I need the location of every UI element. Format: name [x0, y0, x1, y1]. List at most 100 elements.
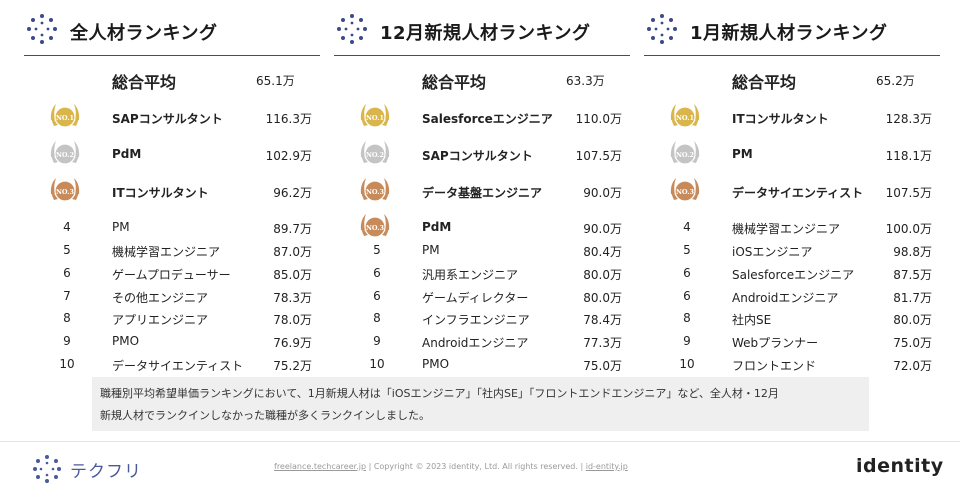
rank-medal-icon: NO.1 [358, 100, 392, 134]
rank-number: 4 [683, 220, 691, 234]
column-title: 12月新規人材ランキング [380, 23, 591, 44]
job-title: データサイエンティスト [732, 186, 864, 200]
column-title: 全人材ランキング [70, 23, 218, 44]
rank-number: 6 [373, 266, 381, 280]
ranking-row: NO.2 PdM 102.9万 [24, 141, 320, 167]
rank-number: 6 [683, 289, 691, 303]
svg-text:NO.3: NO.3 [56, 188, 74, 196]
ranking-row: 4 機械学習エンジニア 100.0万 [644, 218, 940, 240]
rank-number: 10 [59, 357, 75, 371]
average-rate: 78.0万 [273, 313, 312, 327]
svg-text:NO.1: NO.1 [56, 114, 74, 122]
rank-number: 4 [63, 220, 71, 234]
rank-number: 9 [63, 334, 71, 348]
job-title: PMO [422, 357, 450, 371]
ranking-row: 6 Salesforceエンジニア 87.5万 [644, 264, 940, 286]
average-rate: 75.0万 [893, 336, 932, 350]
job-title: ゲームプロデューサー [112, 268, 231, 282]
job-title: アプリエンジニア [112, 313, 209, 327]
column-header: 12月新規人材ランキング [334, 10, 630, 56]
job-title: 機械学習エンジニア [732, 222, 841, 236]
job-title: 汎用系エンジニア [422, 268, 519, 282]
svg-text:NO.1: NO.1 [676, 114, 694, 122]
job-title: ゲームディレクター [422, 291, 529, 305]
dots-logo-icon [647, 14, 677, 44]
svg-text:NO.3: NO.3 [676, 188, 694, 196]
svg-text:NO.3: NO.3 [366, 224, 384, 232]
ranking-row: NO.1 Salesforceエンジニア 110.0万 [334, 104, 630, 130]
average-rate: 80.0万 [583, 268, 622, 282]
average-rate: 100.0万 [885, 222, 932, 236]
rank-number: 6 [63, 266, 71, 280]
job-title: iOSエンジニア [732, 245, 813, 259]
job-title: Salesforceエンジニア [422, 112, 553, 126]
ranking-row: 9 Androidエンジニア 77.3万 [334, 332, 630, 354]
svg-text:NO.2: NO.2 [366, 151, 384, 159]
average-rate: 128.3万 [885, 112, 932, 126]
average-rate: 80.4万 [583, 245, 622, 259]
svg-text:NO.2: NO.2 [56, 151, 74, 159]
site-link[interactable]: freelance.techcareer.jp [274, 462, 367, 471]
average-rate: 75.2万 [273, 359, 312, 373]
average-rate: 107.5万 [575, 149, 622, 163]
ranking-row: 6 ゲームディレクター 80.0万 [334, 287, 630, 309]
ranking-row: 8 インフラエンジニア 78.4万 [334, 309, 630, 331]
job-title: 社内SE [732, 313, 772, 327]
ranking-row: 9 PMO 76.9万 [24, 332, 320, 354]
job-title: PM [112, 220, 130, 234]
job-title: データサイエンティスト [112, 359, 244, 373]
job-title: Androidエンジニア [732, 291, 839, 305]
job-title: Androidエンジニア [422, 336, 529, 350]
rank-number: 9 [683, 334, 691, 348]
rank-medal-icon: NO.3 [48, 174, 82, 208]
column-header: 全人材ランキング [24, 10, 320, 56]
average-rate: 76.9万 [273, 336, 312, 350]
average-rate: 72.0万 [893, 359, 932, 373]
separator: | [580, 462, 584, 471]
rank-number: 6 [373, 289, 381, 303]
svg-text:NO.1: NO.1 [366, 114, 384, 122]
ranking-row: 8 アプリエンジニア 78.0万 [24, 309, 320, 331]
average-rate: 90.0万 [583, 186, 622, 200]
ranking-row: NO.2 PM 118.1万 [644, 141, 940, 167]
average-rate: 118.1万 [885, 149, 932, 163]
summary-note: 職種別平均希望単価ランキングにおいて、1月新規人材は「iOSエンジニア」「社内S… [92, 377, 869, 431]
rank-medal-icon: NO.1 [48, 100, 82, 134]
ranking-row: NO.1 SAPコンサルタント 116.3万 [24, 104, 320, 130]
job-title: Salesforceエンジニア [732, 268, 855, 282]
ranking-row: NO.3 ITコンサルタント 96.2万 [24, 178, 320, 204]
ranking-row: NO.2 SAPコンサルタント 107.5万 [334, 141, 630, 167]
job-title: ITコンサルタント [732, 112, 829, 126]
brand-name: テクフリ [70, 462, 142, 482]
average-label: 総合平均 [422, 73, 487, 92]
average-rate: 110.0万 [575, 112, 622, 126]
rank-number: 10 [679, 357, 695, 371]
job-title: インフラエンジニア [422, 313, 530, 327]
ranking-row: 9 Webプランナー 75.0万 [644, 332, 940, 354]
rank-number: 8 [373, 311, 381, 325]
corp-site-link[interactable]: id-entity.jp [585, 462, 628, 471]
average-rate: 75.0万 [583, 359, 622, 373]
rank-medal-icon: NO.1 [668, 100, 702, 134]
ranking-row: 4 PM 89.7万 [24, 218, 320, 240]
ranking-row: 5 機械学習エンジニア 87.0万 [24, 241, 320, 263]
average-rate: 102.9万 [265, 149, 312, 163]
average-rate: 85.0万 [273, 268, 312, 282]
job-title: PdM [422, 220, 452, 234]
ranking-row: 6 ゲームプロデューサー 85.0万 [24, 264, 320, 286]
average-rate: 87.0万 [273, 245, 312, 259]
ranking-row: 5 iOSエンジニア 98.8万 [644, 241, 940, 263]
svg-text:NO.3: NO.3 [366, 188, 384, 196]
ranking-row: 6 汎用系エンジニア 80.0万 [334, 264, 630, 286]
average-rate: 96.2万 [273, 186, 312, 200]
rank-medal-icon: NO.3 [358, 210, 392, 244]
ranking-row: NO.3 データサイエンティスト 107.5万 [644, 178, 940, 204]
ranking-row: 10 フロントエンド 72.0万 [644, 355, 940, 377]
rank-medal-icon: NO.2 [48, 137, 82, 171]
average-rate: 77.3万 [583, 336, 622, 350]
rank-number: 9 [373, 334, 381, 348]
average-value: 63.3万 [566, 74, 605, 88]
rank-number: 5 [63, 243, 71, 257]
svg-text:NO.2: NO.2 [676, 151, 694, 159]
ranking-row: 10 データサイエンティスト 75.2万 [24, 355, 320, 377]
